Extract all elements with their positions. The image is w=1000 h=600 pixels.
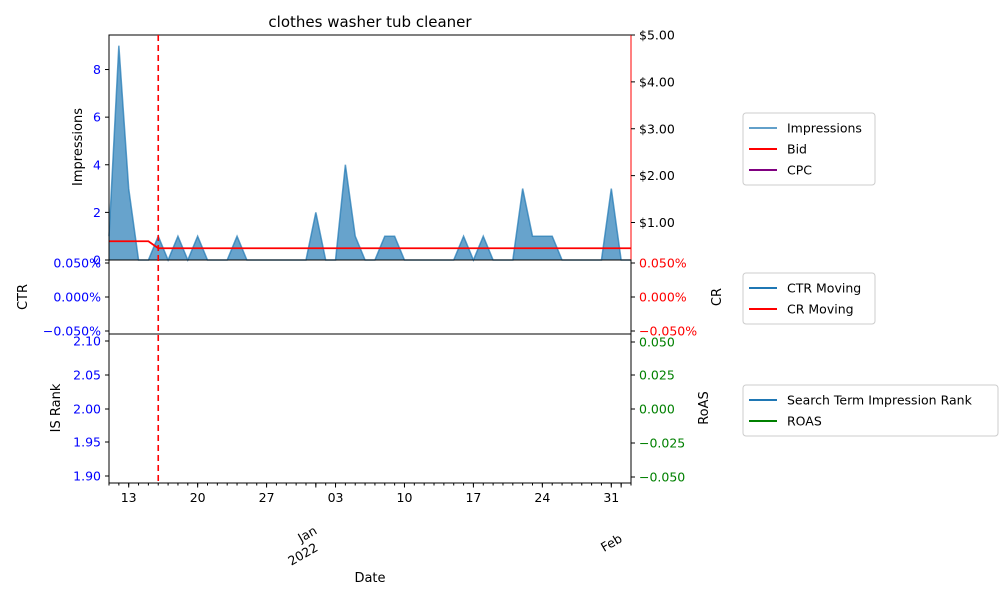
y-tick-label-roas: −0.025 <box>639 436 685 451</box>
legend-impressions-bid-cpc: Impressions Bid CPC <box>742 112 876 186</box>
y-tick-label-left: 2 <box>93 205 101 220</box>
legend-ctr-cr: CTR Moving CR Moving <box>742 272 876 325</box>
y-axis-label-ctr: CTR <box>16 284 31 310</box>
x-tick-label-feb: Feb <box>598 531 625 555</box>
panel-ctr-cr: 0.050% 0.000% −0.050% 0.050% 0.000% −0.050% C… <box>16 256 725 339</box>
y-axis-label-roas: RoAS <box>697 391 712 425</box>
y-tick-label-right: $5.00 <box>639 28 675 43</box>
legend-box <box>742 384 999 437</box>
legend-entry: Bid <box>787 142 807 157</box>
y-tick-label-is-rank: 1.90 <box>73 469 101 484</box>
y-axis-label-is-rank: IS Rank <box>49 383 64 432</box>
legend-entry: CPC <box>787 163 812 178</box>
y-tick-label-left: 0 <box>93 253 101 268</box>
x-tick-label: 27 <box>259 490 275 505</box>
y-tick-label-cr: 0.000% <box>639 290 687 305</box>
y-tick-label-ctr: 0.050% <box>53 256 101 271</box>
y-tick-label-left: 6 <box>93 110 101 125</box>
y-tick-label-is-rank: 2.10 <box>73 334 101 349</box>
y-tick-label-ctr: 0.000% <box>53 290 101 305</box>
y-tick-label-roas: 0.025 <box>639 368 675 383</box>
x-tick-label: 13 <box>121 490 137 505</box>
x-tick-label: 17 <box>465 490 481 505</box>
x-tick-label: 10 <box>397 490 413 505</box>
x-tick-label: 31 <box>603 490 619 505</box>
y-tick-label-roas: 0.000 <box>639 402 675 417</box>
chart-title: clothes washer tub cleaner <box>268 13 472 31</box>
x-tick-label: 20 <box>190 490 206 505</box>
y-tick-label-right: $4.00 <box>639 74 675 89</box>
panel-2-frame <box>108 259 632 335</box>
y-tick-label-left: 4 <box>93 157 101 172</box>
panel-impressions: 0 2 4 6 8 $1.00 $2.00 $3.00 $4.00 $5.00 Impressi… <box>71 28 675 268</box>
impressions-area <box>109 45 631 261</box>
x-axis-label-date: Date <box>354 571 385 586</box>
y-tick-label-roas: 0.050 <box>639 335 675 350</box>
y-tick-label-right: $1.00 <box>639 215 675 230</box>
y-tick-label-is-rank: 2.05 <box>73 368 101 383</box>
legend-isrank-roas: Search Term Impression Rank ROAS <box>742 384 999 437</box>
y-axis-label-impressions: Impressions <box>71 108 86 186</box>
panel-isrank-roas: 2.10 2.05 2.00 1.95 1.90 0.050 0.025 0.000 −0.02… <box>49 333 712 586</box>
bid-line <box>109 240 631 250</box>
y-tick-label-cr: −0.050% <box>639 324 697 339</box>
legend-box <box>742 112 876 186</box>
x-tick-label: 03 <box>328 490 344 505</box>
y-tick-label-cr: 0.050% <box>639 256 687 271</box>
y-tick-label-is-rank: 2.00 <box>73 402 101 417</box>
y-tick-label-roas: −0.050 <box>639 470 685 485</box>
legend-box <box>742 272 876 325</box>
legend-entry: CTR Moving <box>787 281 861 296</box>
y-axis-label-cr: CR <box>710 288 725 306</box>
legend-entry: Search Term Impression Rank <box>787 393 973 408</box>
y-tick-label-right: $2.00 <box>639 168 675 183</box>
impressions-line <box>108 45 631 262</box>
x-tick-label: 24 <box>534 490 550 505</box>
legend-entry: Impressions <box>787 121 862 136</box>
y-tick-label-ctr: −0.050% <box>43 324 101 339</box>
y-tick-label-is-rank: 1.95 <box>73 435 101 450</box>
legend-entry: CR Moving <box>787 302 854 317</box>
panel-1-frame <box>108 34 632 261</box>
y-tick-label-left: 8 <box>93 62 101 77</box>
y-tick-label-right: $3.00 <box>639 121 675 136</box>
panel-3-frame <box>108 333 632 484</box>
legend-entry: ROAS <box>787 414 822 429</box>
